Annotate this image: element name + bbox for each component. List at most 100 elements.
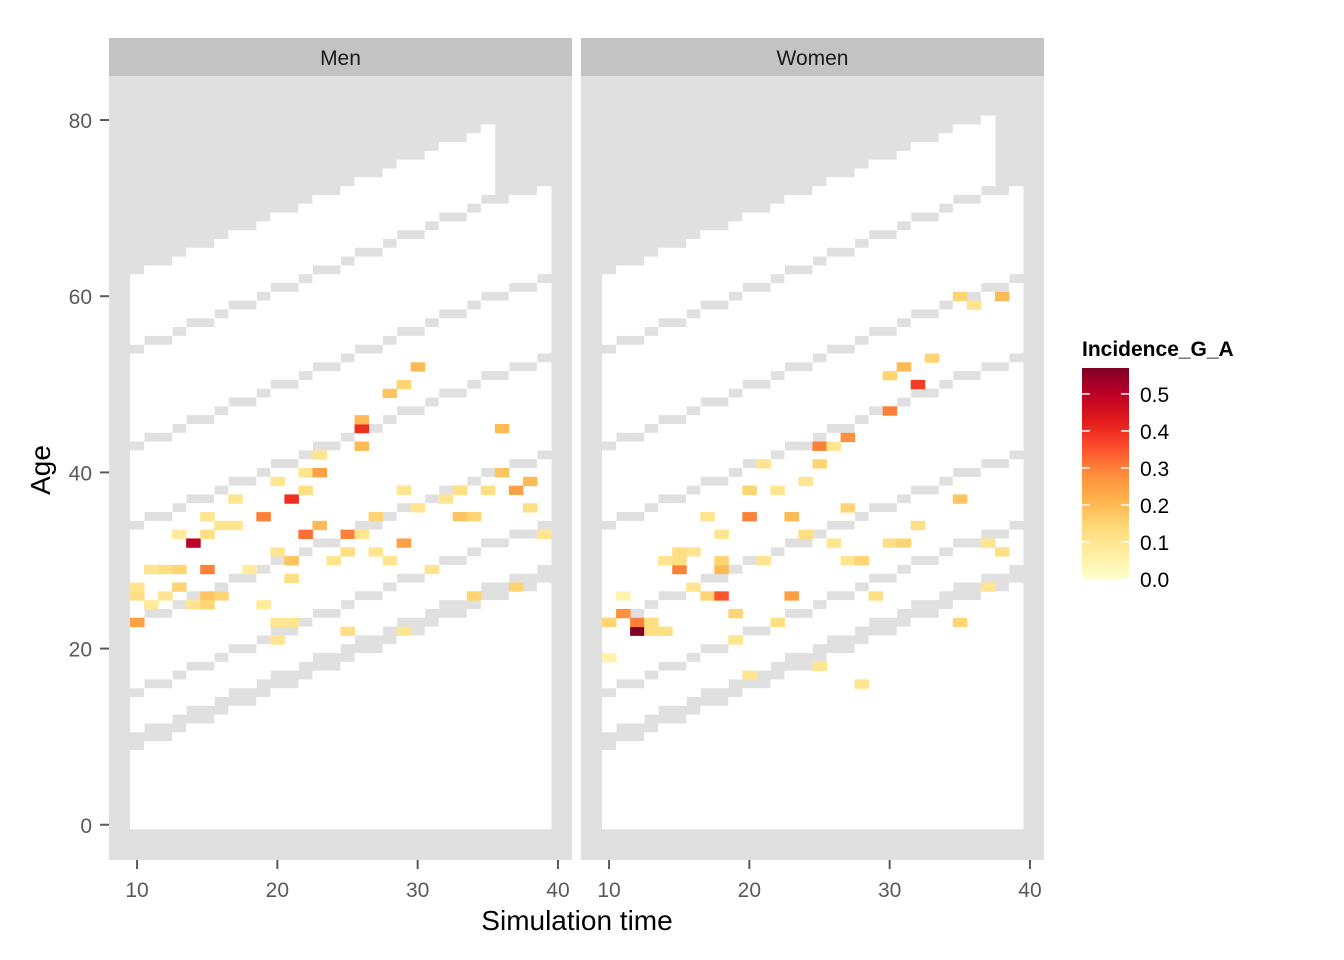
heat-cell <box>630 617 645 628</box>
zero-cell <box>522 591 538 830</box>
zero-cell <box>868 159 884 231</box>
zero-cell <box>672 600 687 662</box>
zero-cell <box>424 503 440 565</box>
zero-cell <box>480 379 496 468</box>
heat-cell <box>284 494 299 504</box>
heat-cell <box>812 459 828 469</box>
zero-cell <box>630 520 645 609</box>
zero-cell <box>1008 283 1024 354</box>
zero-cell <box>438 318 454 389</box>
zero-cell <box>896 406 912 495</box>
zero-cell <box>536 582 552 830</box>
zero-cell <box>522 194 538 284</box>
heat-cell <box>826 441 842 451</box>
zero-cell <box>966 379 982 468</box>
zero-cell <box>966 547 982 583</box>
zero-cell <box>952 379 968 468</box>
zero-cell <box>424 573 440 609</box>
x-tick-label: 20 <box>738 879 761 902</box>
zero-cell <box>340 265 356 354</box>
zero-cell <box>840 353 856 424</box>
zero-cell <box>756 212 771 284</box>
zero-cell <box>756 688 771 830</box>
heat-cell <box>298 529 313 539</box>
zero-cell <box>256 397 271 468</box>
zero-cell <box>242 309 257 398</box>
zero-cell <box>882 582 898 618</box>
heat-cell <box>714 529 729 539</box>
zero-cell <box>896 503 912 565</box>
zero-cell <box>368 529 384 592</box>
zero-cell <box>368 256 384 345</box>
zero-cell <box>672 670 687 706</box>
zero-cell <box>130 274 145 345</box>
zero-cell <box>354 600 370 636</box>
zero-cell <box>658 670 673 706</box>
zero-cell <box>270 291 285 380</box>
zero-cell <box>452 142 468 213</box>
zero-cell <box>658 423 673 495</box>
zero-cell <box>200 247 215 319</box>
panel-men: Men <box>109 38 572 860</box>
heat-cell <box>784 512 799 522</box>
heat-cell <box>354 423 370 434</box>
zero-cell <box>368 432 384 521</box>
zero-cell <box>312 194 327 266</box>
heat-cell <box>354 529 370 539</box>
zero-cell <box>882 635 898 830</box>
y-tick-label: 0 <box>80 815 92 838</box>
heat-cell <box>812 661 828 672</box>
y-tick-label: 60 <box>69 286 92 309</box>
heat-cell <box>882 538 898 548</box>
zero-cell <box>158 688 173 724</box>
zero-cell <box>994 468 1010 530</box>
zero-cell <box>742 564 757 627</box>
zero-cell <box>994 371 1010 460</box>
zero-cell <box>326 274 341 363</box>
zero-cell <box>840 432 856 521</box>
zero-cell <box>770 283 785 372</box>
zero-cell <box>508 538 524 574</box>
zero-cell <box>396 159 412 231</box>
heat-cell <box>756 556 771 566</box>
zero-cell <box>144 688 159 724</box>
zero-cell <box>602 450 617 521</box>
zero-cell <box>658 327 673 416</box>
zero-cell <box>798 617 813 653</box>
heat-cell <box>396 485 412 495</box>
zero-cell <box>186 423 201 495</box>
heat-cell <box>340 626 356 636</box>
zero-cell <box>368 177 384 248</box>
zero-cell <box>186 247 201 319</box>
heat-cell <box>644 617 659 628</box>
zero-cell <box>728 300 743 389</box>
zero-cell <box>382 591 398 627</box>
zero-cell <box>616 265 631 336</box>
zero-cell <box>714 230 729 301</box>
heat-cell <box>410 362 426 372</box>
zero-cell <box>256 697 271 830</box>
zero-cell <box>270 564 285 627</box>
heat-cell <box>672 564 687 575</box>
zero-cell <box>382 168 398 239</box>
heat-cell <box>270 635 285 645</box>
zero-cell <box>896 230 912 319</box>
zero-cell <box>1008 186 1024 275</box>
zero-cell <box>770 626 785 662</box>
heat-cell <box>840 503 856 513</box>
zero-cell <box>798 450 813 539</box>
zero-cell <box>438 564 454 601</box>
heat-cell <box>784 591 799 601</box>
heat-cell <box>424 564 440 575</box>
zero-cell <box>966 203 982 292</box>
zero-cell <box>602 274 617 345</box>
zero-cell <box>840 177 856 248</box>
zero-cell <box>172 679 187 715</box>
heat-cell <box>742 512 757 522</box>
heat-cell <box>200 600 215 610</box>
zero-cell <box>700 485 715 574</box>
heat-cell <box>672 556 687 566</box>
zero-cell <box>214 714 229 830</box>
strip-bg <box>581 38 1044 76</box>
